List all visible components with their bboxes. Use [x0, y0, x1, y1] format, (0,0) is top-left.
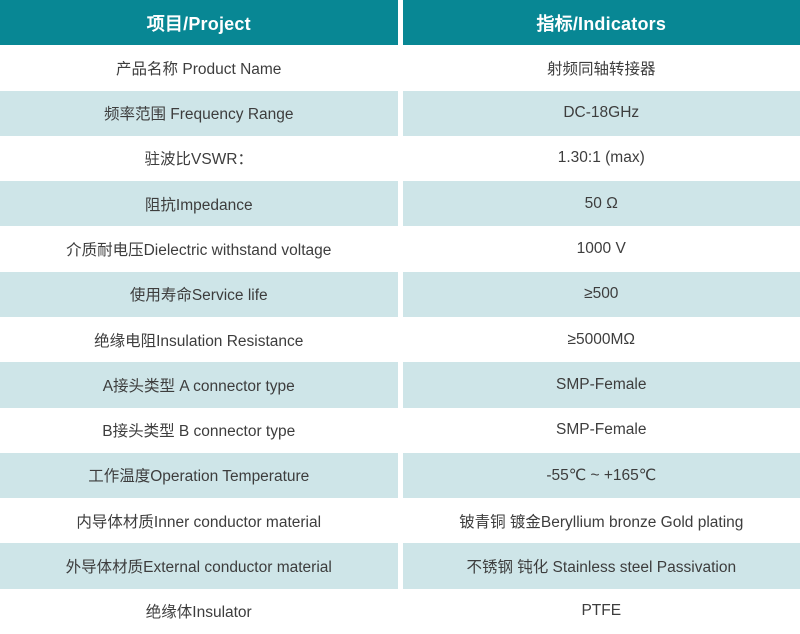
- table-row: 产品名称 Product Name 射频同轴转接器: [0, 45, 800, 91]
- table-row: 驻波比VSWR： 1.30:1 (max): [0, 135, 800, 182]
- project-cell: 介质耐电压Dielectric withstand voltage: [0, 226, 398, 272]
- project-cell: 绝缘体Insulator: [0, 588, 398, 634]
- project-cell: B接头类型 B connector type: [0, 407, 398, 453]
- table-row: 外导体材质External conductor material 不锈钢 钝化 …: [0, 543, 800, 589]
- table-row: 内导体材质Inner conductor material 铍青铜 镀金Bery…: [0, 498, 800, 544]
- indicator-cell: SMP-Female: [402, 407, 800, 453]
- indicator-cell: 1.30:1 (max): [402, 135, 800, 182]
- project-cell: 阻抗Impedance: [0, 181, 398, 227]
- project-cell: 外导体材质External conductor material: [0, 543, 398, 589]
- table-row: 绝缘电阻Insulation Resistance ≥5000MΩ: [0, 316, 800, 363]
- project-cell: 工作温度Operation Temperature: [0, 452, 398, 499]
- indicator-cell: 不锈钢 钝化 Stainless steel Passivation: [402, 543, 800, 589]
- indicator-cell: -55℃ ~ +165℃: [402, 452, 800, 499]
- indicator-cell: SMP-Female: [402, 362, 800, 408]
- project-cell: 产品名称 Product Name: [0, 45, 398, 91]
- project-cell: 绝缘电阻Insulation Resistance: [0, 316, 398, 363]
- indicator-cell: 铍青铜 镀金Beryllium bronze Gold plating: [402, 498, 800, 544]
- table-header-row: 项目/Project 指标/Indicators: [0, 0, 800, 46]
- indicator-cell: 50 Ω: [402, 181, 800, 227]
- table-row: 介质耐电压Dielectric withstand voltage 1000 V: [0, 226, 800, 272]
- table-row: 阻抗Impedance 50 Ω: [0, 181, 800, 227]
- indicator-cell: DC-18GHz: [402, 90, 800, 136]
- project-cell: 使用寿命Service life: [0, 271, 398, 317]
- project-cell: 驻波比VSWR：: [0, 135, 398, 182]
- table-row: 频率范围 Frequency Range DC-18GHz: [0, 90, 800, 136]
- table-row: B接头类型 B connector type SMP-Female: [0, 407, 800, 453]
- header-indicator-cell: 指标/Indicators: [402, 0, 800, 46]
- indicator-cell: 1000 V: [402, 226, 800, 272]
- indicator-cell: 射频同轴转接器: [402, 45, 800, 91]
- indicator-cell: ≥5000MΩ: [402, 316, 800, 363]
- project-cell: A接头类型 A connector type: [0, 362, 398, 408]
- indicator-cell: ≥500: [402, 271, 800, 317]
- table-row: 工作温度Operation Temperature -55℃ ~ +165℃: [0, 452, 800, 499]
- table-row: A接头类型 A connector type SMP-Female: [0, 362, 800, 408]
- header-project-cell: 项目/Project: [0, 0, 398, 46]
- indicator-cell: PTFE: [402, 588, 800, 634]
- table-row: 绝缘体Insulator PTFE: [0, 588, 800, 634]
- project-cell: 内导体材质Inner conductor material: [0, 498, 398, 544]
- project-cell: 频率范围 Frequency Range: [0, 90, 398, 136]
- table-row: 使用寿命Service life ≥500: [0, 271, 800, 317]
